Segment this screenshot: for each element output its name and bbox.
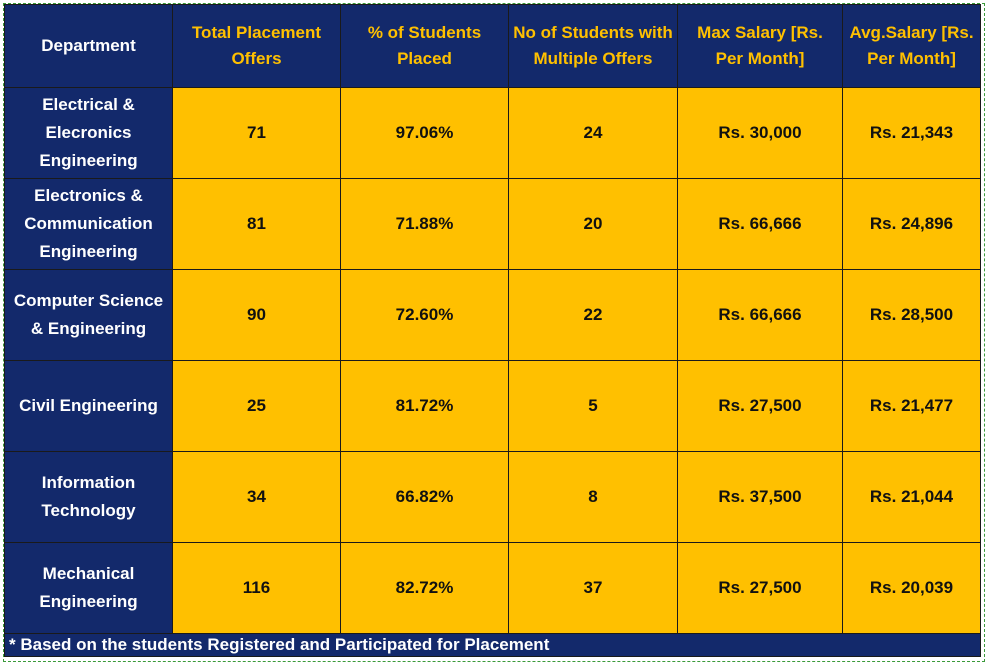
department-cell: Electronics & Communication Engineering [4, 178, 173, 270]
data-cell: 24 [508, 87, 678, 179]
data-cell: 22 [508, 269, 678, 361]
data-cell: 90 [172, 269, 341, 361]
data-cell: 71.88% [340, 178, 509, 270]
department-cell: Electrical & Elecronics Engineering [4, 87, 173, 179]
data-cell: 25 [172, 360, 341, 452]
data-cell: Rs. 27,500 [677, 360, 843, 452]
footnote-row: * Based on the students Registered and P… [4, 633, 981, 657]
data-cell: 34 [172, 451, 341, 543]
data-cell: Rs. 20,039 [842, 542, 981, 634]
header-cell: Department [4, 4, 173, 88]
data-cell: Rs. 21,343 [842, 87, 981, 179]
data-cell: Rs. 28,500 [842, 269, 981, 361]
data-cell: Rs. 27,500 [677, 542, 843, 634]
data-cell: 81 [172, 178, 341, 270]
header-cell: % of Students Placed [340, 4, 509, 88]
placement-table: Department Total Placement Offers% of Stu… [4, 4, 981, 657]
data-cell: Rs. 21,477 [842, 360, 981, 452]
data-cell: 66.82% [340, 451, 509, 543]
data-cell: 5 [508, 360, 678, 452]
header-row: Department Total Placement Offers% of Stu… [4, 4, 981, 88]
header-cell: No of Students with Multiple Offers [508, 4, 678, 88]
department-cell: Civil Engineering [4, 360, 173, 452]
data-cell: Rs. 24,896 [842, 178, 981, 270]
frame [3, 3, 985, 662]
data-cell: 37 [508, 542, 678, 634]
data-row: Information Technology 34 66.82% 8 Rs. 37,50… [4, 451, 981, 543]
data-cell: Rs. 37,500 [677, 451, 843, 543]
data-row: Electrical & Elecronics Engineering 71 97.… [4, 87, 981, 179]
data-cell: 116 [172, 542, 341, 634]
data-cell: Rs. 30,000 [677, 87, 843, 179]
data-cell: 81.72% [340, 360, 509, 452]
footnote: * Based on the students Registered and P… [4, 633, 981, 657]
data-cell: 82.72% [340, 542, 509, 634]
header-cell: Avg.Salary [Rs. Per Month] [842, 4, 981, 88]
department-cell: Mechanical Engineering [4, 542, 173, 634]
department-cell: Computer Science & Engineering [4, 269, 173, 361]
data-cell: 71 [172, 87, 341, 179]
department-cell: Information Technology [4, 451, 173, 543]
data-cell: 97.06% [340, 87, 509, 179]
data-row: Civil Engineering 25 81.72% 5 Rs. 27,500 Rs. … [4, 360, 981, 452]
data-row: Mechanical Engineering 116 82.72% 37 Rs. 27,… [4, 542, 981, 634]
data-cell: Rs. 66,666 [677, 269, 843, 361]
header-cell: Total Placement Offers [172, 4, 341, 88]
header-cell: Max Salary [Rs. Per Month] [677, 4, 843, 88]
data-cell: 20 [508, 178, 678, 270]
data-row: Computer Science & Engineering 90 72.60% 22… [4, 269, 981, 361]
data-cell: Rs. 21,044 [842, 451, 981, 543]
data-cell: 8 [508, 451, 678, 543]
data-cell: 72.60% [340, 269, 509, 361]
data-row: Electronics & Communication Engineering 8… [4, 178, 981, 270]
data-cell: Rs. 66,666 [677, 178, 843, 270]
